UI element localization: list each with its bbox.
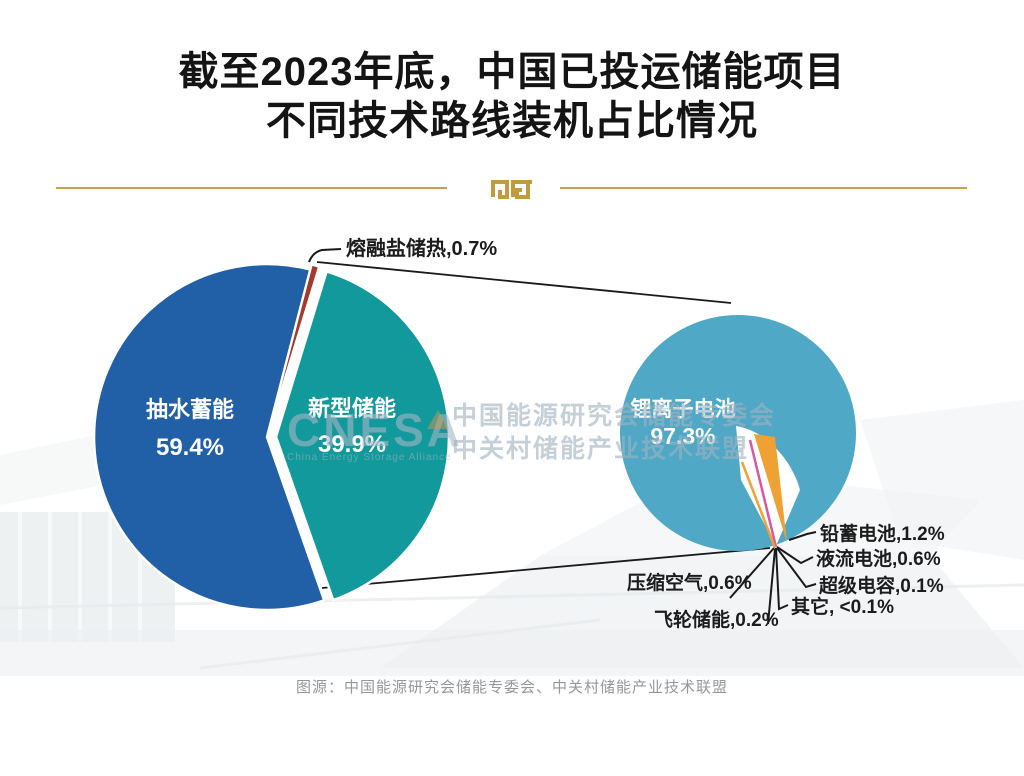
callout-line-flywheel <box>767 548 776 625</box>
callout-label-supercapacitor: 超级电容,0.1% <box>818 574 944 597</box>
label-pumped-hydro: 抽水蓄能 <box>146 397 234 422</box>
small-slices-gap <box>736 426 800 546</box>
callout-label-flywheel: 飞轮储能,0.2% <box>654 608 779 631</box>
slice-flow-battery <box>748 439 778 548</box>
value-pumped-hydro: 59.4% <box>156 434 224 461</box>
connector-line-bottom <box>321 547 771 589</box>
callout-label-lead-acid: 铅蓄电池,1.2% <box>820 522 945 545</box>
callout-label-compressed-air: 压缩空气,0.6% <box>627 571 752 594</box>
title-line-1: 截至2023年底，中国已投运储能项目 <box>178 50 846 94</box>
value-new-type-storage: 39.9% <box>318 431 386 458</box>
callout-label-others: 其它, <0.1% <box>791 595 894 618</box>
slice-compressed-air <box>740 461 777 549</box>
label-new-type-storage: 新型储能 <box>308 396 396 421</box>
slice-lead-acid <box>754 434 787 543</box>
slice-pumped-hydro <box>92 262 326 612</box>
title-line-2: 不同技术路线装机占比情况 <box>266 99 758 143</box>
callout-line-others <box>775 547 789 611</box>
slice-new-type-storage <box>274 270 451 602</box>
source-caption: 图源：中国能源研究会储能专委会、中关村储能产业技术联盟 <box>295 679 728 696</box>
callout-line-flow-battery <box>776 546 814 565</box>
callout-line-lead-acid <box>788 531 817 541</box>
value-lithium-ion: 97.3% <box>650 423 715 449</box>
label-lithium-ion: 锂离子电池 <box>631 397 736 421</box>
callout-line-molten-salt <box>308 248 342 263</box>
brand-greek-key-icon <box>491 180 532 199</box>
page-title: 截至2023年底，中国已投运储能项目 不同技术路线装机占比情况 <box>0 48 1024 146</box>
callout-label-molten-salt: 熔融盐储热,0.7% <box>346 236 497 260</box>
divider-line-right <box>560 187 967 189</box>
pie-right-new-type-breakdown: 锂离子电池 97.3% 铅蓄电池,1.2% 液流电池,0.6% 超级电容,0.1… <box>620 315 945 631</box>
pie-left-total: 抽水蓄能 59.4% 新型储能 39.9% 熔融盐储热,0.7% <box>92 236 497 612</box>
callout-line-compressed-air <box>729 547 775 599</box>
connector-line-top <box>316 261 732 304</box>
callout-line-supercapacitor <box>776 547 817 589</box>
title-divider <box>0 178 1024 200</box>
slice-molten-salt <box>267 263 320 434</box>
callout-label-flow-battery: 液流电池,0.6% <box>816 547 941 570</box>
divider-line-left <box>56 187 447 189</box>
